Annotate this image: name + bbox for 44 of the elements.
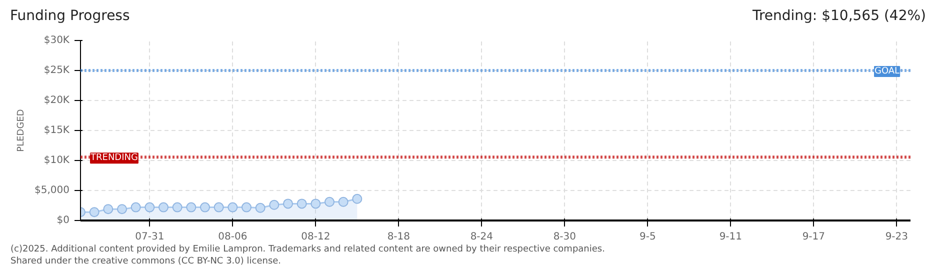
y-tick-label: $0 [56, 215, 70, 226]
point [158, 202, 168, 212]
y-tick-label: $10K [44, 155, 70, 166]
point [255, 202, 266, 213]
x-tick-label: 9-23 [885, 232, 908, 242]
text: (c)2025. Additional content provided by Emilie Lampron. Trademarks and related content are owned by their respective companies. [10, 244, 605, 254]
y-axis-title: PLEDGED [16, 109, 27, 152]
x-tick-label: 9-17 [802, 232, 826, 242]
point [296, 198, 307, 209]
point [172, 202, 182, 212]
point [130, 202, 141, 212]
y-tick-label: $20K [44, 95, 70, 106]
x-tick-label: 8-18 [387, 232, 410, 242]
y-tick-label: $15K [44, 125, 70, 136]
point [228, 202, 238, 212]
x-tick-label: 08-12 [301, 232, 330, 242]
point [103, 204, 114, 214]
x-tick-label: 8-30 [553, 232, 576, 242]
y-tick-label: $30K [44, 35, 70, 46]
point [269, 200, 280, 210]
x-tick-label: 07-31 [135, 232, 164, 242]
x-tick-label: 08-06 [218, 232, 248, 242]
x-tick-label: 8-24 [470, 232, 494, 242]
point [200, 202, 210, 212]
ref-line-label: GOAL [874, 66, 900, 76]
point [144, 202, 155, 212]
point [214, 202, 224, 212]
point [283, 198, 293, 209]
ref-line-label: TRENDING [90, 153, 138, 164]
x-tick-label: 9-5 [640, 232, 656, 242]
point [310, 198, 321, 209]
chart-title: Funding Progress [10, 7, 130, 26]
point [242, 202, 252, 212]
y-tick-label: $5,000 [34, 185, 70, 196]
point [338, 196, 348, 207]
point [352, 194, 362, 204]
point [117, 204, 127, 214]
text: Shared under the creative commons (CC BY-NC 3.0) license. [10, 256, 282, 266]
point [89, 207, 100, 218]
y-tick-label: $25K [44, 65, 70, 76]
text: Trending: $10,565 (42%) [752, 7, 926, 26]
point [324, 196, 334, 207]
point [186, 202, 196, 212]
x-tick-label: 9-11 [719, 232, 742, 242]
